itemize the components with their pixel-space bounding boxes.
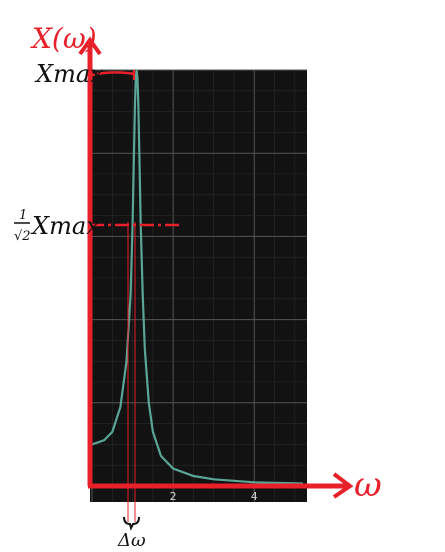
plot-background (90, 70, 307, 502)
series-line-response (91, 69, 303, 485)
x-tick-label: 4 (251, 490, 258, 503)
bandwidth-label: Δω (117, 530, 146, 551)
x-axis-arrow (332, 472, 354, 499)
ymax-label: Xmax (34, 60, 104, 88)
y-axis-label: X(ω) (30, 22, 97, 55)
half-power-label-denominator: √2 (14, 229, 31, 244)
half-power-label-numerator: 1 (19, 208, 27, 223)
half-power-label: Xmax (30, 212, 100, 240)
bandwidth-brace (123, 516, 140, 531)
x-tick-label: 2 (170, 490, 177, 503)
y-axis-arrow (78, 36, 102, 56)
grid-lines (90, 69, 307, 502)
x-axis-label: ω (354, 465, 382, 505)
